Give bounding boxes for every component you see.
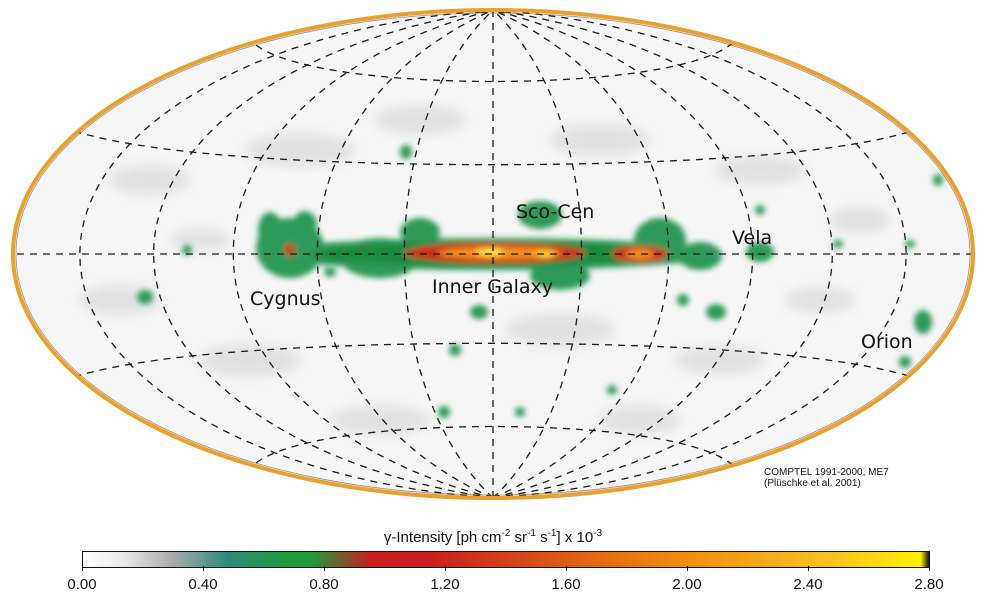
- label-cygnus: Cygnus: [250, 288, 321, 310]
- colorbar-tick-label: 2.40: [793, 576, 823, 593]
- colorbar-title-exp2: -1: [527, 528, 536, 539]
- colorbar-title-mid1: sr: [510, 529, 528, 546]
- parallel-line: [252, 42, 734, 83]
- meridian-line: [79, 9, 494, 499]
- colorbar-title-mid2: s: [535, 529, 548, 546]
- parallel-line: [77, 342, 909, 377]
- colorbar-tick-label: 0.00: [67, 576, 97, 593]
- colorbar-tick-label: 2.00: [672, 576, 702, 593]
- colorbar-tick-mark: [203, 566, 204, 571]
- colorbar-tick-mark: [82, 566, 83, 571]
- colorbar-tick-mark: [445, 566, 446, 571]
- sky-border: [11, 8, 975, 500]
- colorbar-tick-mark: [687, 566, 688, 571]
- colorbar-title-prefix: γ-Intensity [ph cm: [383, 529, 502, 546]
- colorbar: [82, 551, 930, 568]
- point-sources: [137, 145, 943, 418]
- meridian-line: [492, 9, 834, 499]
- colorbar-tick-label: 0.40: [188, 576, 218, 593]
- colorbar-tick-label: 1.20: [430, 576, 460, 593]
- graticule-grid: [13, 9, 973, 499]
- colorbar-tick-label: 2.80: [914, 576, 944, 593]
- parallel-line: [252, 425, 734, 466]
- label-vela: Vela: [732, 227, 772, 249]
- colorbar-tick-mark: [808, 566, 809, 571]
- colorbar-tick-mark: [324, 566, 325, 571]
- colorbar-title-suffix: ] x 10: [556, 529, 594, 546]
- colorbar-title-exp3: -1: [547, 528, 557, 539]
- label-orion: Orion: [861, 331, 913, 353]
- colorbar-title-exp1: -2: [501, 528, 511, 539]
- all-sky-map: Sco-Cen Vela Cygnus Inner Galaxy Orion C…: [11, 8, 975, 500]
- label-sco-cen: Sco-Cen: [516, 201, 594, 223]
- parallel-line: [77, 131, 909, 166]
- meridian-line: [492, 9, 754, 499]
- colorbar-title: γ-Intensity [ph cm-2 sr-1 s-1] x 10-3: [0, 528, 986, 546]
- colorbar-tick-mark: [566, 566, 567, 571]
- colorbar-tick-mark: [929, 566, 930, 571]
- credit-line-1: COMPTEL 1991-2000, ME7: [764, 467, 889, 478]
- label-inner-galaxy: Inner Galaxy: [432, 276, 553, 298]
- meridian-line: [403, 9, 494, 499]
- colorbar-tick-label: 1.60: [551, 576, 581, 593]
- sky-border-inner: [15, 12, 971, 496]
- meridian-line: [492, 9, 907, 499]
- credit-line-2: (Plüschke et al. 2001): [764, 478, 861, 489]
- colorbar-title-exp4: -3: [593, 528, 603, 539]
- colorbar-tick-label: 0.80: [309, 576, 339, 593]
